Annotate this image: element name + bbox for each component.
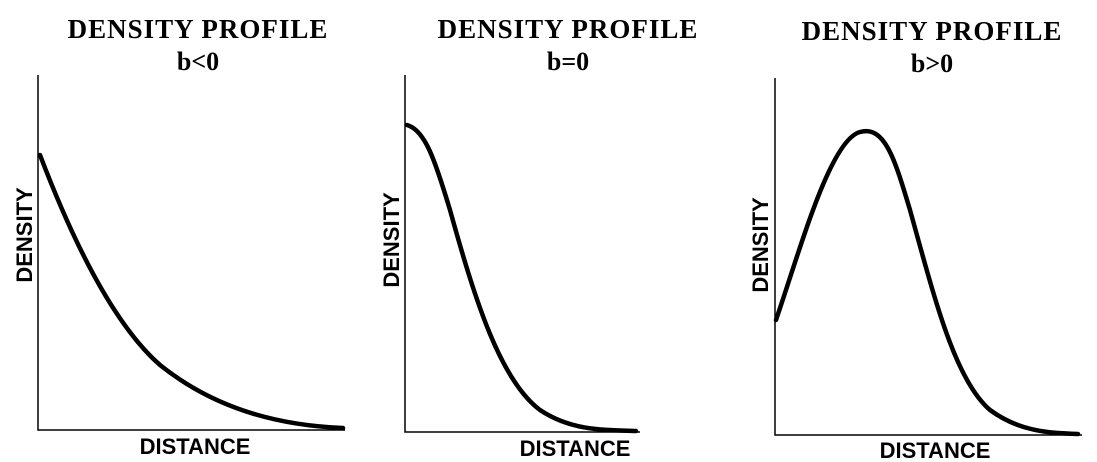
x-label: DISTANCE	[520, 436, 631, 461]
panel-title: DENSITY PROFILE	[802, 16, 1063, 46]
y-label: DENSITY	[748, 197, 773, 293]
x-label: DISTANCE	[880, 438, 991, 462]
panel: DENSITY PROFILE b=0 DISTANCE DENSITY	[379, 14, 699, 461]
panel-subtitle: b<0	[177, 47, 219, 76]
axes	[774, 78, 1082, 436]
curve	[404, 122, 639, 434]
y-label: DENSITY	[379, 192, 404, 288]
panel: DENSITY PROFILE b<0 DISTANCE DENSITY	[12, 14, 346, 459]
axes	[404, 75, 640, 433]
panel-subtitle: b>0	[911, 49, 953, 78]
panel-subtitle: b=0	[547, 47, 589, 76]
y-label: DENSITY	[12, 187, 37, 283]
curve	[37, 152, 346, 431]
panel-title: DENSITY PROFILE	[438, 14, 699, 44]
axes	[37, 75, 345, 431]
panel: DENSITY PROFILE b>0 DISTANCE DENSITY	[748, 16, 1082, 462]
panel-title: DENSITY PROFILE	[68, 14, 329, 44]
curve	[773, 128, 1081, 437]
x-label: DISTANCE	[140, 434, 251, 459]
